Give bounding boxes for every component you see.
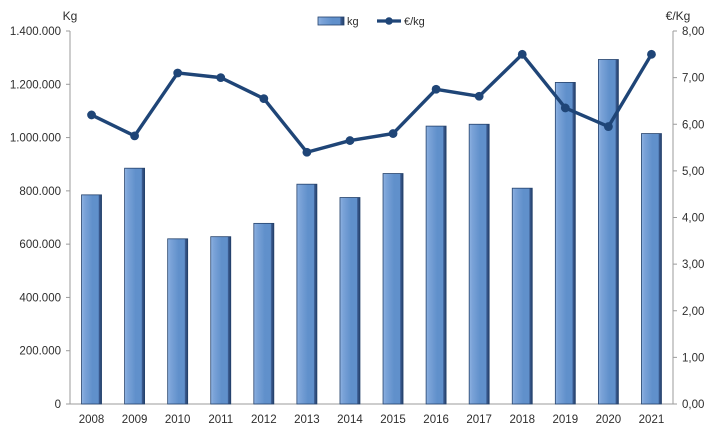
price-point-2013[interactable] bbox=[302, 147, 312, 157]
left-axis-tick-label: 400.000 bbox=[19, 292, 61, 304]
legend-bar-swatch bbox=[317, 16, 345, 26]
price-point-2009[interactable] bbox=[130, 131, 140, 141]
legend-item-kg[interactable]: kg bbox=[317, 16, 359, 28]
legend-item-eur-kg[interactable]: €/kg bbox=[377, 16, 425, 28]
left-axis-tick-label: 1.000.000 bbox=[10, 133, 61, 145]
left-axis-tick-label: 800.000 bbox=[19, 186, 61, 198]
x-axis-label-2010: 2010 bbox=[165, 414, 191, 426]
bar-2014[interactable] bbox=[339, 197, 361, 405]
x-axis-label-2015: 2015 bbox=[380, 414, 406, 426]
right-axis-title: €/Kg bbox=[666, 9, 691, 23]
bar-2010[interactable] bbox=[167, 238, 189, 405]
x-axis-label-2021: 2021 bbox=[639, 414, 665, 426]
bar-2016[interactable] bbox=[425, 125, 447, 405]
bar-2012[interactable] bbox=[253, 222, 275, 405]
right-axis-tick-label: 1,00 bbox=[682, 352, 704, 364]
x-axis-label-2018: 2018 bbox=[509, 414, 535, 426]
bar-2021[interactable] bbox=[641, 133, 662, 405]
legend-marker-swatch bbox=[385, 17, 393, 25]
right-axis-tick-label: 8,00 bbox=[682, 26, 704, 38]
left-axis-tick-label: 1.400.000 bbox=[10, 26, 61, 38]
x-axis-label-2009: 2009 bbox=[122, 414, 148, 426]
bar-2013[interactable] bbox=[296, 183, 318, 405]
price-point-2008[interactable] bbox=[87, 110, 96, 120]
left-axis-title: Kg bbox=[63, 9, 78, 23]
bar-2018[interactable] bbox=[511, 187, 533, 405]
price-point-2017[interactable] bbox=[474, 91, 484, 101]
x-axis-label-2008: 2008 bbox=[79, 414, 105, 426]
bar-2011[interactable] bbox=[210, 236, 232, 405]
bar-2009[interactable] bbox=[124, 167, 146, 405]
x-axis-label-2012: 2012 bbox=[251, 414, 277, 426]
price-point-2019[interactable] bbox=[560, 103, 570, 113]
price-point-2020[interactable] bbox=[603, 122, 613, 131]
right-axis-tick-label: 0,00 bbox=[682, 399, 704, 411]
bar-2020[interactable] bbox=[597, 59, 619, 405]
x-axis-label-2016: 2016 bbox=[423, 414, 449, 426]
price-point-2016[interactable] bbox=[431, 84, 441, 94]
price-point-2021[interactable] bbox=[647, 49, 656, 59]
left-axis-tick-label: 1.200.000 bbox=[10, 79, 61, 91]
bar-2015[interactable] bbox=[382, 173, 404, 405]
price-point-2010[interactable] bbox=[173, 68, 183, 78]
left-axis-tick-label: 600.000 bbox=[19, 239, 61, 251]
bar-2017[interactable] bbox=[468, 123, 490, 405]
x-axis-label-2013: 2013 bbox=[294, 414, 320, 426]
right-axis-tick-label: 3,00 bbox=[682, 259, 704, 271]
price-line[interactable] bbox=[89, 52, 654, 154]
right-axis-tick-label: 7,00 bbox=[682, 73, 704, 85]
right-axis-tick-label: 6,00 bbox=[682, 119, 704, 131]
x-axis-label-2017: 2017 bbox=[466, 414, 492, 426]
price-point-2018[interactable] bbox=[517, 49, 527, 59]
price-point-2011[interactable] bbox=[216, 73, 226, 83]
x-axis-label-2014: 2014 bbox=[337, 414, 363, 426]
x-axis-label-2019: 2019 bbox=[553, 414, 579, 426]
right-axis-tick-label: 4,00 bbox=[682, 213, 704, 225]
bar-2019[interactable] bbox=[554, 82, 576, 405]
price-point-2014[interactable] bbox=[345, 136, 355, 145]
price-point-2015[interactable] bbox=[388, 129, 398, 138]
left-axis-tick-label: 0 bbox=[55, 399, 61, 411]
left-axis-tick-label: 200.000 bbox=[19, 346, 61, 358]
right-axis-tick-label: 5,00 bbox=[682, 166, 704, 178]
right-axis-tick-label: 2,00 bbox=[682, 306, 704, 318]
price-point-2012[interactable] bbox=[259, 94, 269, 104]
legend-label-eur-kg: €/kg bbox=[404, 16, 425, 28]
legend-label-kg: kg bbox=[347, 16, 359, 28]
x-axis-label-2020: 2020 bbox=[596, 414, 622, 426]
legend: kg €/kg bbox=[317, 16, 425, 28]
bar-2008[interactable] bbox=[81, 194, 102, 405]
x-axis-label-2011: 2011 bbox=[208, 414, 233, 426]
